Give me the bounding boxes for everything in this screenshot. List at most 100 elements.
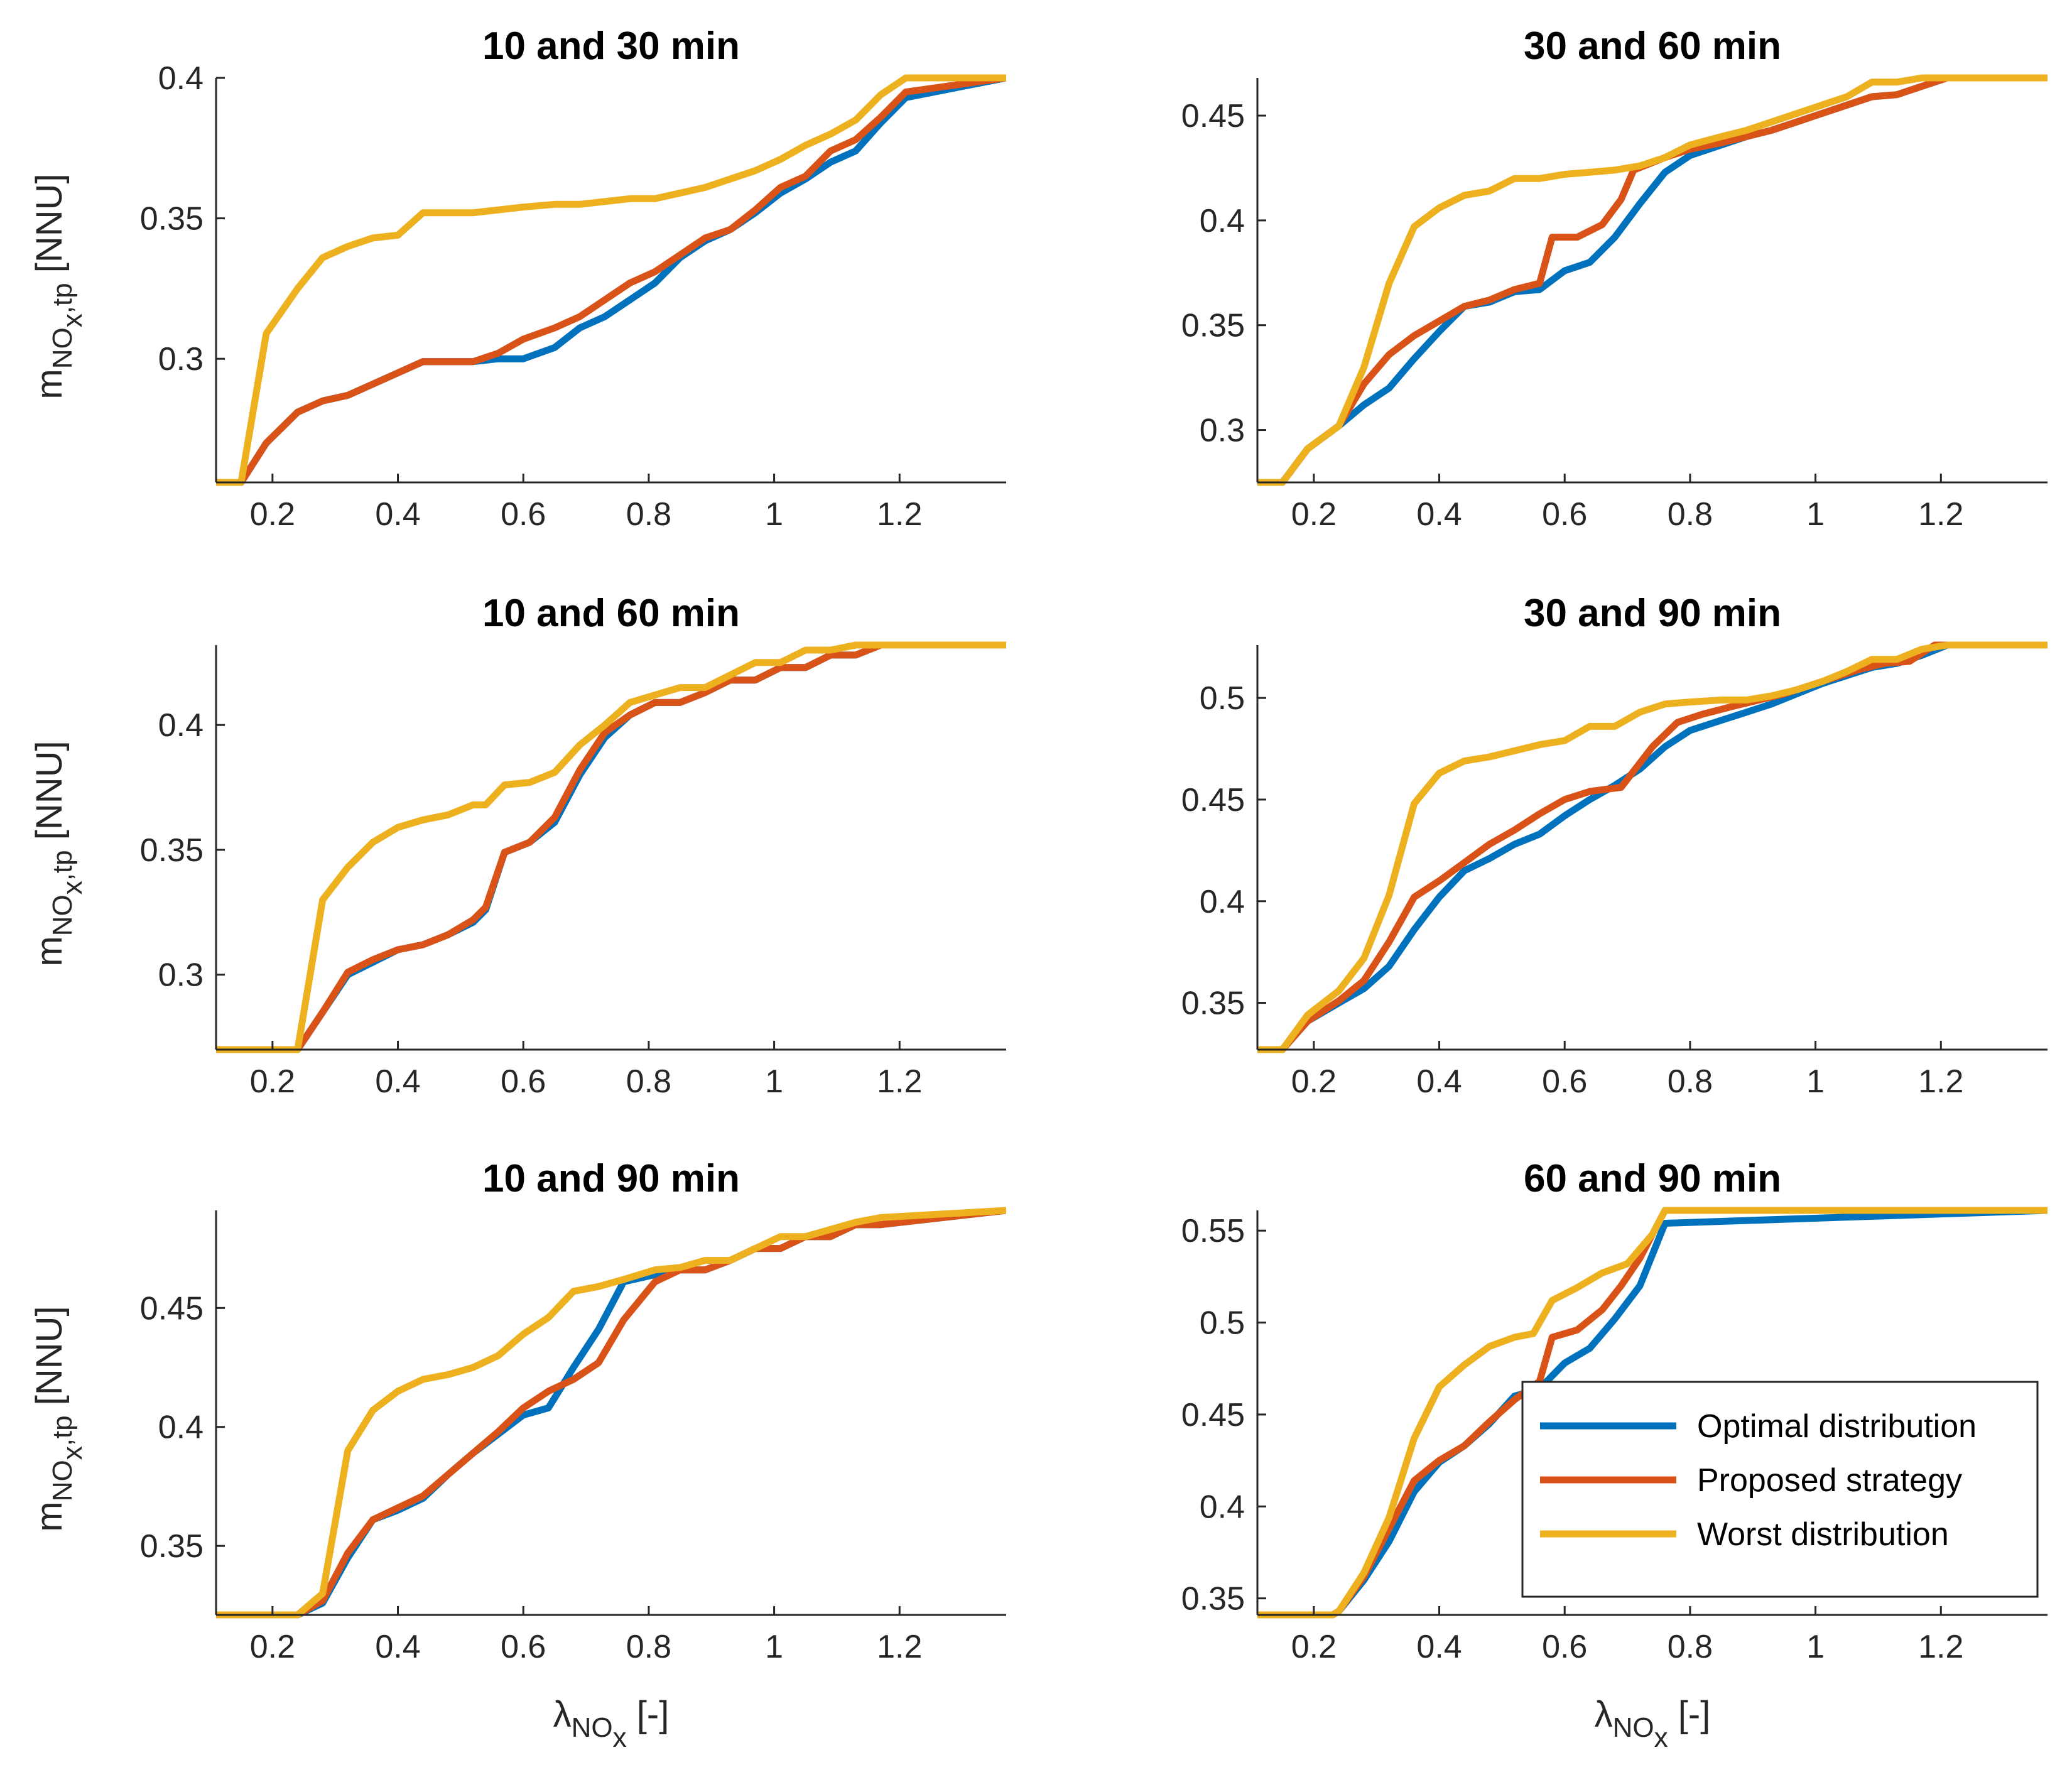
x-tick-label: 1 [765,1629,783,1665]
x-axis-label: λNOx [-] [553,1694,670,1753]
y-label-sub-no: NO [47,894,78,936]
x-label-main: λ [1595,1694,1613,1735]
x-tick-label: 0.4 [375,1629,420,1665]
panel-5: 0.2 0.4 0.6 0.8 1 1.2 0.35 0.4 0.45 10 and 90 min… [29,1157,1006,1753]
x-tick-label: 0.6 [1542,1629,1587,1665]
x-tick-label: 1.2 [877,496,922,533]
y-axis-label: mNOx,tp [NNU] [29,741,88,966]
panel-title: 30 and 60 min [1524,24,1781,68]
legend: Optimal distribution Proposed strategy Wor… [1521,1381,2039,1598]
panel-title: 10 and 60 min [482,592,740,635]
x-label-main: λ [553,1694,572,1735]
x-tick-label: 0.6 [1542,1063,1587,1100]
x-label-sub-x: x [613,1722,627,1753]
series-group [216,1207,1006,1619]
x-tick-label: 0.2 [1291,496,1337,533]
y-label-sub-x: x [57,881,88,894]
y-tick-label: 0.45 [140,1290,203,1327]
series-group [216,74,1006,486]
panels-layer: 0.2 0.4 0.6 0.8 1 1.2 0.3 0.35 0.4 10 and 30 min m… [29,24,2048,1753]
y-label-sub-no: NO [47,1460,78,1501]
y-tick-label: 0.4 [158,60,203,97]
x-tick-label: 0.8 [626,1063,671,1100]
x-tick-label: 1 [1806,1629,1825,1665]
y-tick-label: 0.55 [1181,1213,1245,1249]
series-group [1257,641,2048,1053]
y-tick-label: 0.45 [1181,1397,1245,1433]
x-label-unit: [-] [1668,1694,1711,1735]
panel-3: 0.2 0.4 0.6 0.8 1 1.2 0.3 0.35 0.4 10 and 60 min m… [29,592,1006,1100]
y-tick-label: 0.45 [1181,782,1245,818]
x-label-unit: [-] [627,1694,670,1735]
x-tick-label: 0.6 [501,1629,546,1665]
y-tick-label: 0.3 [158,957,203,994]
series-group [216,641,1006,1053]
x-label-sub-no: NO [1613,1712,1654,1743]
x-tick-label: 0.2 [250,1063,295,1100]
y-tick-label: 0.4 [158,707,203,744]
y-tick-label: 0.45 [1181,98,1245,134]
x-tick-label: 0.4 [1416,496,1462,533]
series-line-proposed-strategy [216,641,1006,1053]
y-tick-label: 0.4 [158,1410,203,1446]
x-tick-label: 1 [765,1063,783,1100]
y-label-sub-x: x [57,313,88,327]
y-tick-label: 0.5 [1200,680,1245,717]
y-label-sub-x: x [57,1446,88,1460]
x-tick-label: 1.2 [1918,1629,1963,1665]
y-label-unit: [NNU] [29,1306,70,1415]
y-label-sub-tp: ,tp [47,1415,78,1446]
y-tick-label: 0.3 [158,341,203,378]
series-line-worst-distribution [216,74,1006,486]
y-tick-label: 0.5 [1200,1305,1245,1342]
x-tick-label: 0.8 [1668,1629,1713,1665]
y-tick-label: 0.3 [1200,413,1245,449]
panel-title: 60 and 90 min [1524,1157,1781,1200]
x-tick-label: 0.2 [1291,1063,1337,1100]
series-line-worst-distribution [1257,641,2048,1053]
y-label-sub-tp: ,tp [47,283,78,313]
x-tick-label: 0.6 [501,496,546,533]
panel-title: 30 and 90 min [1524,592,1781,635]
x-tick-label: 0.2 [250,496,295,533]
x-tick-label: 0.4 [1416,1063,1462,1100]
x-tick-label: 0.8 [626,496,671,533]
x-tick-label: 0.2 [1291,1629,1337,1665]
panel-title: 10 and 30 min [482,24,740,68]
series-line-worst-distribution [216,641,1006,1053]
y-label-unit: [NNU] [29,741,70,850]
x-tick-label: 0.4 [1416,1629,1462,1665]
x-tick-label: 1 [765,496,783,533]
y-tick-label: 0.35 [140,832,203,869]
x-tick-label: 1.2 [1918,496,1963,533]
y-tick-label: 0.35 [1181,986,1245,1022]
y-axis-label: mNOx,tp [NNU] [29,1306,88,1531]
series-line-proposed-strategy [216,74,1006,486]
y-tick-label: 0.35 [140,1528,203,1565]
series-line-proposed-strategy [216,1207,1006,1619]
x-tick-label: 0.6 [1542,496,1587,533]
x-tick-label: 0.8 [1668,496,1713,533]
y-tick-label: 0.4 [1200,203,1245,239]
x-axis-label: λNOx [-] [1595,1694,1711,1753]
y-axis-label: mNOx,tp [NNU] [29,173,88,399]
x-label-sub-no: NO [572,1712,613,1743]
y-label-sub-no: NO [47,327,78,369]
x-tick-label: 1.2 [877,1063,922,1100]
x-tick-label: 0.6 [501,1063,546,1100]
x-tick-label: 1.2 [877,1629,922,1665]
y-label-main: m [29,1501,70,1531]
series-line-proposed-strategy [1257,74,2048,486]
panel-2: 0.2 0.4 0.6 0.8 1 1.2 0.3 0.35 0.4 0.45 30 and 60 … [1181,24,2048,533]
legend-box [1521,1381,2039,1598]
legend-label-optimal-distribution: Optimal distribution [1697,1408,1977,1445]
x-tick-label: 0.8 [626,1629,671,1665]
series-line-worst-distribution [1257,74,2048,486]
y-label-main: m [29,369,70,399]
x-tick-label: 0.4 [375,496,420,533]
x-tick-label: 1 [1806,496,1825,533]
y-tick-label: 0.35 [1181,1581,1245,1617]
panel-6: 0.2 0.4 0.6 0.8 1 1.2 0.35 0.4 0.45 0.5 0.55 60 and… [1181,1157,2048,1753]
x-tick-label: 1 [1806,1063,1825,1100]
